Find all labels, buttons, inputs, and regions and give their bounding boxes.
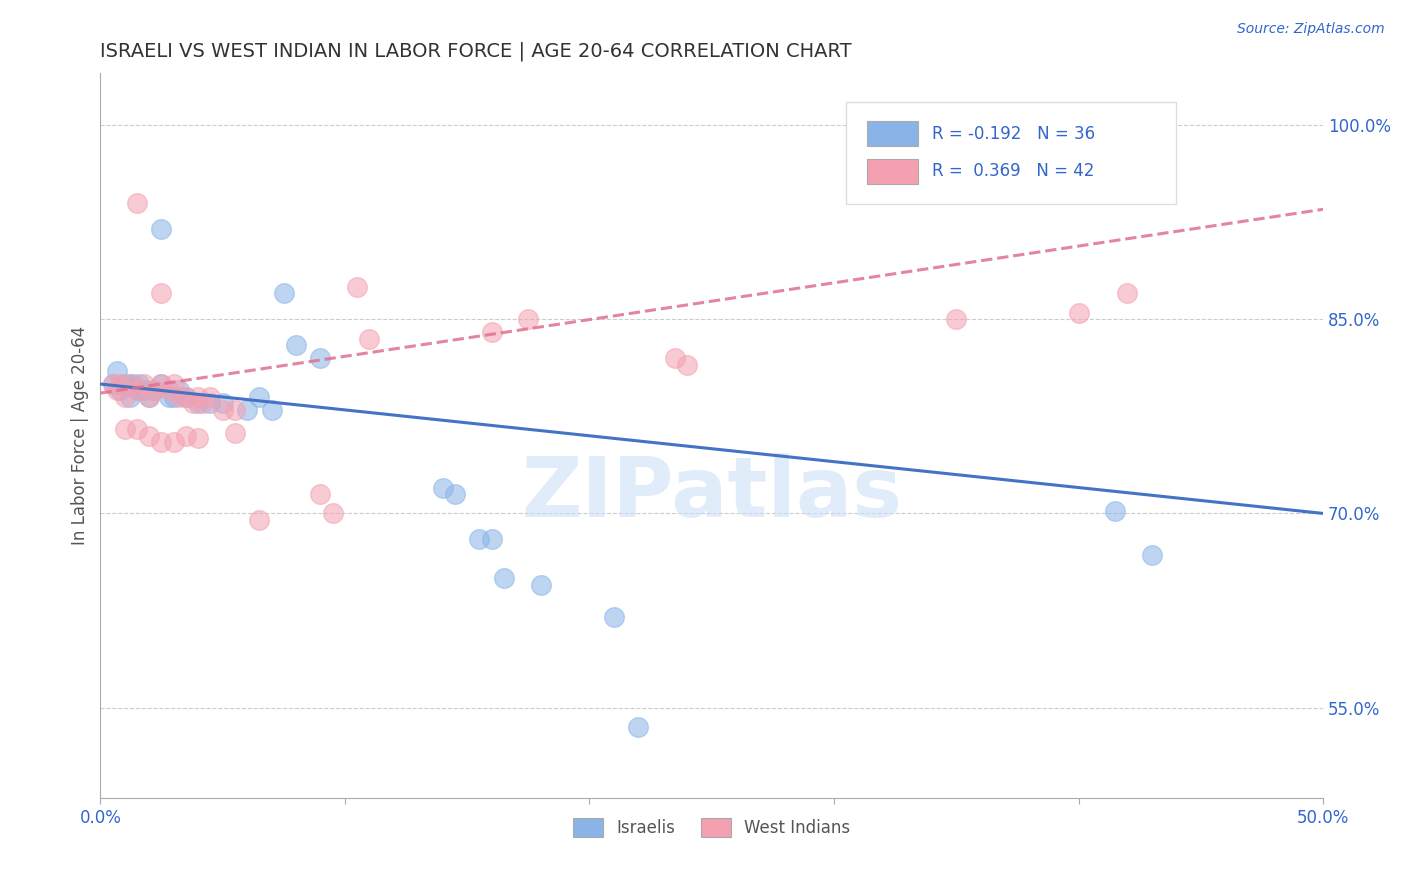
- Point: [247, 390, 270, 404]
- Point: [167, 390, 190, 404]
- Text: Source: ZipAtlas.com: Source: ZipAtlas.com: [1237, 22, 1385, 37]
- Point: [114, 377, 136, 392]
- Point: [150, 286, 173, 301]
- Point: [1104, 504, 1126, 518]
- Point: [143, 384, 166, 398]
- Point: [664, 351, 686, 365]
- FancyBboxPatch shape: [868, 121, 918, 146]
- Point: [138, 390, 160, 404]
- Point: [150, 377, 173, 392]
- Point: [468, 533, 491, 547]
- Text: ZIPatlas: ZIPatlas: [522, 453, 903, 534]
- Point: [138, 429, 160, 443]
- Point: [1116, 286, 1139, 301]
- Point: [121, 377, 143, 392]
- Point: [163, 390, 186, 404]
- Point: [114, 390, 136, 404]
- Y-axis label: In Labor Force | Age 20-64: In Labor Force | Age 20-64: [72, 326, 89, 545]
- Point: [163, 435, 186, 450]
- Point: [134, 384, 156, 398]
- Point: [125, 422, 148, 436]
- Point: [108, 384, 131, 398]
- Point: [174, 429, 197, 443]
- Legend: Israelis, West Indians: Israelis, West Indians: [567, 812, 856, 844]
- Point: [134, 377, 156, 392]
- Point: [309, 487, 332, 501]
- Point: [125, 384, 148, 398]
- Point: [187, 431, 209, 445]
- Point: [157, 384, 180, 398]
- Point: [1067, 306, 1090, 320]
- Point: [107, 364, 129, 378]
- Point: [138, 390, 160, 404]
- Point: [285, 338, 308, 352]
- Point: [143, 384, 166, 398]
- Point: [432, 481, 454, 495]
- Point: [224, 426, 246, 441]
- Point: [163, 377, 186, 392]
- Point: [125, 195, 148, 210]
- Point: [107, 384, 129, 398]
- Point: [167, 384, 190, 398]
- Text: ISRAELI VS WEST INDIAN IN LABOR FORCE | AGE 20-64 CORRELATION CHART: ISRAELI VS WEST INDIAN IN LABOR FORCE | …: [100, 42, 852, 62]
- Point: [346, 280, 368, 294]
- Point: [236, 403, 259, 417]
- Point: [128, 377, 150, 392]
- Point: [211, 403, 233, 417]
- Point: [200, 390, 222, 404]
- Point: [101, 377, 124, 392]
- Point: [322, 507, 344, 521]
- Point: [444, 487, 467, 501]
- Point: [200, 396, 222, 410]
- Point: [114, 422, 136, 436]
- Point: [529, 577, 551, 591]
- Point: [191, 396, 214, 410]
- Point: [118, 377, 141, 392]
- Point: [273, 286, 295, 301]
- Point: [945, 312, 967, 326]
- Point: [224, 403, 246, 417]
- Point: [150, 377, 173, 392]
- Point: [260, 403, 283, 417]
- Point: [108, 377, 131, 392]
- Point: [118, 390, 141, 404]
- Text: R =  0.369   N = 42: R = 0.369 N = 42: [932, 162, 1094, 180]
- Point: [174, 390, 197, 404]
- Point: [492, 571, 515, 585]
- Point: [603, 610, 626, 624]
- FancyBboxPatch shape: [868, 159, 918, 184]
- Point: [481, 325, 503, 339]
- Text: R = -0.192   N = 36: R = -0.192 N = 36: [932, 125, 1095, 143]
- Point: [247, 513, 270, 527]
- Point: [309, 351, 332, 365]
- Point: [150, 435, 173, 450]
- Point: [627, 720, 650, 734]
- Point: [125, 384, 148, 398]
- FancyBboxPatch shape: [846, 103, 1177, 204]
- Point: [174, 390, 197, 404]
- Point: [359, 332, 381, 346]
- Point: [150, 221, 173, 235]
- Point: [211, 396, 233, 410]
- Point: [1140, 548, 1163, 562]
- Point: [676, 358, 699, 372]
- Point: [157, 390, 180, 404]
- Point: [187, 396, 209, 410]
- Point: [481, 533, 503, 547]
- Point: [101, 377, 124, 392]
- Point: [187, 390, 209, 404]
- Point: [181, 396, 204, 410]
- Point: [517, 312, 540, 326]
